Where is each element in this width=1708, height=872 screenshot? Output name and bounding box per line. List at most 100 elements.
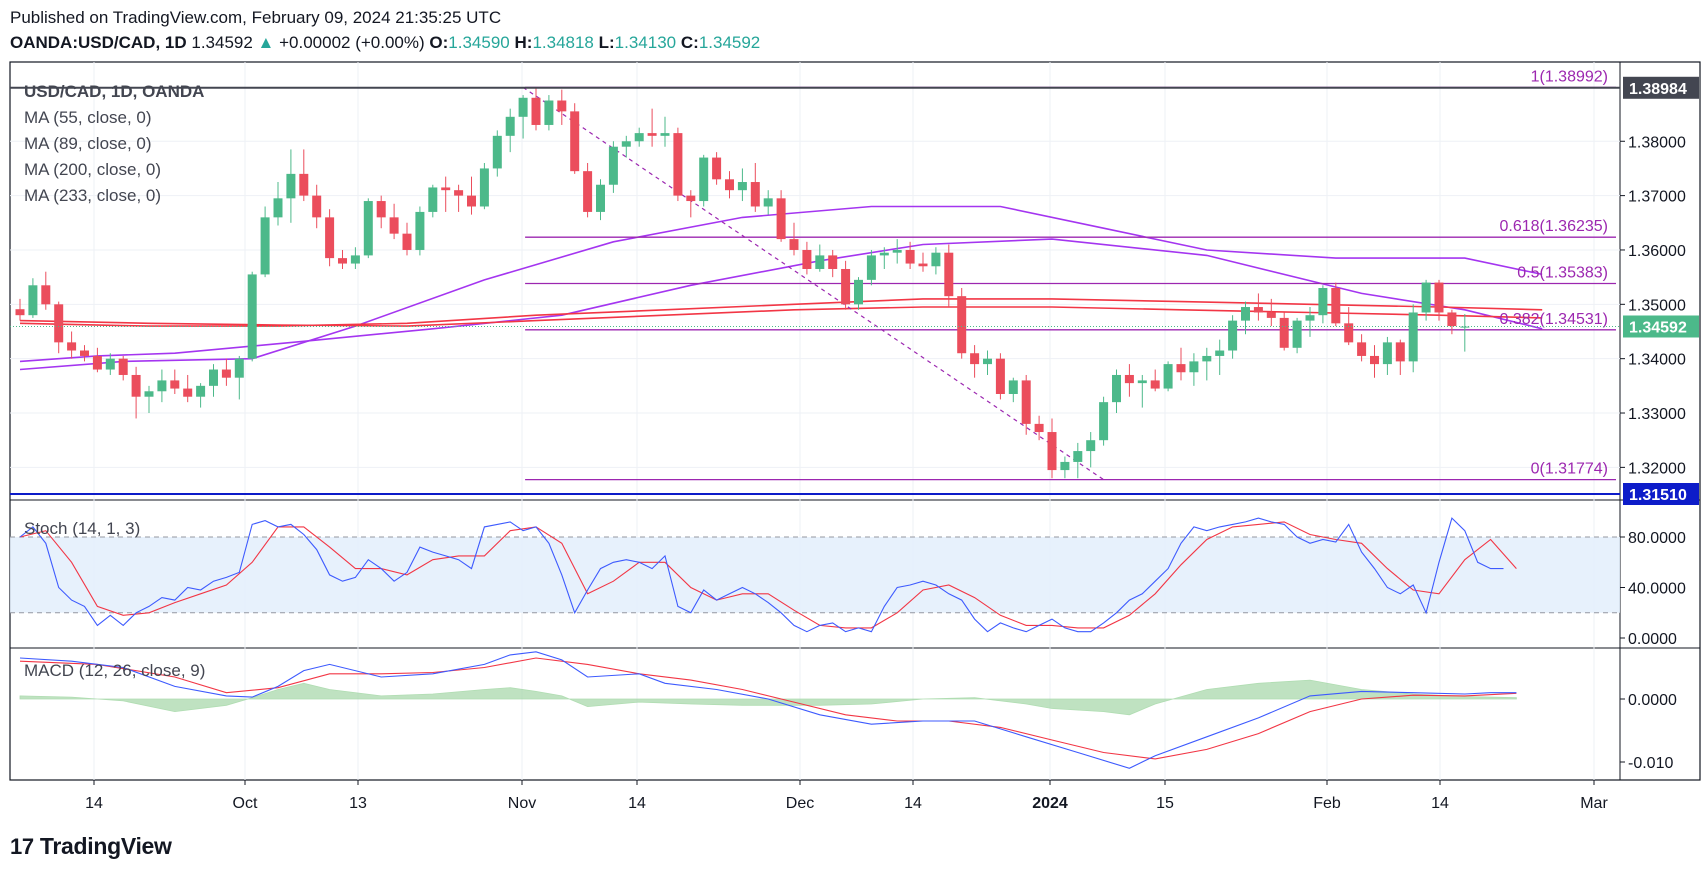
x-tick-label: 14 — [1431, 795, 1449, 812]
candle-down — [325, 217, 335, 259]
candle-up — [144, 391, 154, 397]
x-tick-label: Oct — [233, 795, 258, 812]
candle-down — [299, 173, 309, 196]
candle-down — [1370, 355, 1379, 365]
candle-up — [608, 146, 618, 185]
candle-up — [209, 369, 218, 386]
candle-up — [260, 217, 270, 275]
x-tick-label: Mar — [1580, 795, 1608, 812]
candle-up — [28, 285, 38, 316]
stoch-tick-label: 40.0000 — [1628, 581, 1686, 598]
candle-down — [570, 111, 580, 172]
candle-up — [505, 116, 515, 136]
candle-up — [1421, 282, 1431, 313]
candle-up — [518, 97, 528, 117]
candle-down — [67, 342, 77, 351]
symbol-label[interactable]: OANDA:USD/CAD, 1D — [10, 33, 187, 52]
candle-down — [1279, 317, 1289, 348]
x-tick-label: Nov — [508, 795, 536, 812]
candle-up — [1241, 307, 1250, 321]
candle-down — [828, 255, 838, 269]
candle-up — [1292, 320, 1302, 348]
price-badge-label: 1.38984 — [1629, 81, 1687, 98]
candle-down — [1034, 423, 1044, 433]
tradingview-logo[interactable]: 17 TradingView — [10, 833, 172, 860]
candle-down — [776, 198, 786, 240]
candle-up — [931, 252, 941, 267]
stoch-band — [10, 537, 1620, 613]
macd-title: MACD (12, 26, close, 9) — [24, 661, 205, 680]
y-tick-label: 1.38000 — [1628, 134, 1686, 151]
price-change: +0.00002 (+0.00%) — [279, 33, 425, 52]
candle-down — [686, 195, 696, 202]
fib-level-label: 1(1.38992) — [1531, 68, 1608, 85]
candle-up — [1112, 374, 1121, 403]
candle-down — [1150, 380, 1160, 389]
candle-down — [376, 201, 386, 218]
chart-legend-item: USD/CAD, 1D, OANDA — [24, 82, 204, 101]
y-tick-label: 1.32000 — [1628, 460, 1686, 477]
macd-tick-label: -0.010 — [1628, 755, 1673, 772]
candle-down — [647, 133, 657, 136]
fib-level-label: 0.5(1.35383) — [1517, 264, 1608, 281]
candle-up — [1228, 320, 1238, 351]
candle-down — [712, 157, 722, 180]
candle-down — [970, 353, 980, 365]
candle-up — [1008, 380, 1018, 394]
candle-down — [1253, 307, 1263, 313]
candle-up — [544, 100, 554, 125]
chart-legend-item: MA (200, close, 0) — [24, 160, 161, 179]
candle-down — [389, 217, 399, 234]
candle-down — [92, 355, 102, 370]
price-badge-low — [1623, 483, 1699, 505]
candle-up — [196, 385, 206, 397]
candle-down — [1357, 342, 1367, 356]
price-badge-label: 1.31510 — [1629, 487, 1687, 504]
candle-down — [802, 249, 812, 269]
candle-down — [1344, 323, 1354, 343]
x-tick-label: Dec — [786, 795, 814, 812]
candle-up — [1318, 288, 1328, 316]
ma-line — [19, 205, 1543, 371]
candle-up — [247, 274, 257, 359]
candle-down — [54, 304, 64, 343]
candle-up — [983, 358, 992, 365]
candle-down — [41, 285, 51, 305]
candle-down — [467, 195, 476, 207]
y-tick-label: 1.33000 — [1628, 406, 1686, 423]
candle-down — [841, 268, 851, 305]
y-tick-label: 1.37000 — [1628, 189, 1686, 206]
candle-up — [234, 358, 244, 378]
tradingview-logo-icon: 17 — [10, 833, 34, 859]
fib-level-label: 0(1.31774) — [1531, 461, 1608, 478]
candle-up — [699, 157, 709, 202]
candle-up — [363, 201, 373, 256]
y-tick-label: 1.36000 — [1628, 243, 1686, 260]
candle-up — [1202, 355, 1212, 362]
ohlc-line: OANDA:USD/CAD, 1D 1.34592 ▲ +0.00002 (+0… — [10, 33, 760, 53]
candle-up — [621, 141, 631, 147]
macd-line — [19, 651, 1517, 769]
candle-up — [634, 133, 644, 142]
candle-up — [105, 358, 115, 370]
published-line: Published on TradingView.com, February 0… — [10, 8, 502, 27]
stoch-title: Stoch (14, 1, 3) — [24, 519, 140, 538]
candle-down — [750, 182, 760, 207]
y-tick-label: 1.35000 — [1628, 297, 1686, 314]
fib-level-label: 0.382(1.34531) — [1499, 311, 1608, 328]
candle-down — [118, 358, 128, 375]
candle-down — [338, 258, 347, 264]
stoch-d-line — [19, 521, 1517, 629]
tradingview-logo-text: TradingView — [39, 833, 172, 859]
candle-down — [1447, 312, 1457, 327]
chart-legend-item: MA (55, close, 0) — [24, 108, 152, 127]
chart-legend-item: MA (89, close, 0) — [24, 134, 152, 153]
candle-down — [583, 171, 593, 212]
candle-down — [1331, 288, 1341, 324]
price-badge-last — [1623, 315, 1699, 338]
candle-up — [428, 187, 438, 212]
candle-up — [286, 173, 296, 199]
candle-up — [1215, 350, 1225, 356]
x-tick-label: 14 — [628, 795, 646, 812]
